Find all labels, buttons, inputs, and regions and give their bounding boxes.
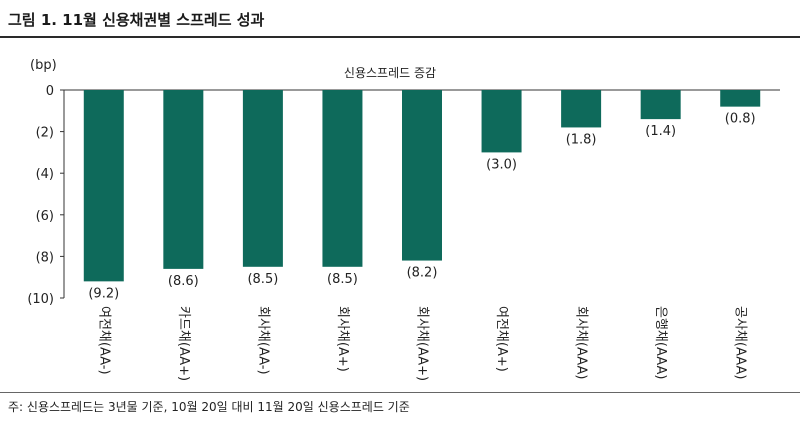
bar <box>83 90 124 282</box>
y-tick-label: (4) <box>36 167 54 182</box>
category-label: 공사채(AAA) <box>733 306 748 379</box>
bar-value-label: (8.5) <box>327 272 358 287</box>
bar <box>322 90 363 267</box>
y-tick-label: (2) <box>36 126 54 141</box>
category-label: 여전채(AA-) <box>96 306 111 375</box>
bar <box>720 90 761 107</box>
y-unit-label: (bp) <box>30 58 57 73</box>
bar-value-label: (8.6) <box>168 274 199 289</box>
bar-value-label: (8.2) <box>407 266 438 281</box>
bar <box>242 90 283 267</box>
bar-value-label: (0.8) <box>725 112 756 127</box>
bar <box>561 90 602 128</box>
bar <box>402 90 442 261</box>
y-tick-label: (8) <box>36 250 54 265</box>
y-tick-label: (6) <box>36 209 54 224</box>
legend-label: 신용스프레드 증감 <box>344 66 436 80</box>
category-label: 회사채(AAA) <box>574 306 589 379</box>
bar-value-label: (1.4) <box>645 124 676 139</box>
category-label: 은행채(AAA) <box>653 306 669 379</box>
bar <box>481 90 522 153</box>
category-label: 여전채(A+) <box>494 306 509 372</box>
footnote: 주: 신용스프레드는 3년물 기준, 10월 20일 대비 11월 20일 신용… <box>8 400 410 414</box>
bar-value-label: (8.5) <box>247 272 278 287</box>
bar <box>640 90 681 120</box>
bar-value-label: (3.0) <box>486 157 517 172</box>
category-label: 회사채(A+) <box>335 306 350 372</box>
category-label: 회사채(AA-) <box>255 306 270 375</box>
y-tick-label: 0 <box>46 84 54 99</box>
bar-value-label: (1.8) <box>566 132 597 147</box>
bar <box>163 90 204 269</box>
title-divider <box>0 36 800 38</box>
footer-divider <box>0 392 800 393</box>
category-label: 카드채(AA+) <box>176 306 191 381</box>
figure-title: 그림 1. 11월 신용채권별 스프레드 성과 <box>8 11 265 29</box>
y-tick-label: (10) <box>27 292 54 307</box>
bar-value-label: (9.2) <box>88 286 119 301</box>
category-label: 회사채(AA+) <box>415 306 430 381</box>
